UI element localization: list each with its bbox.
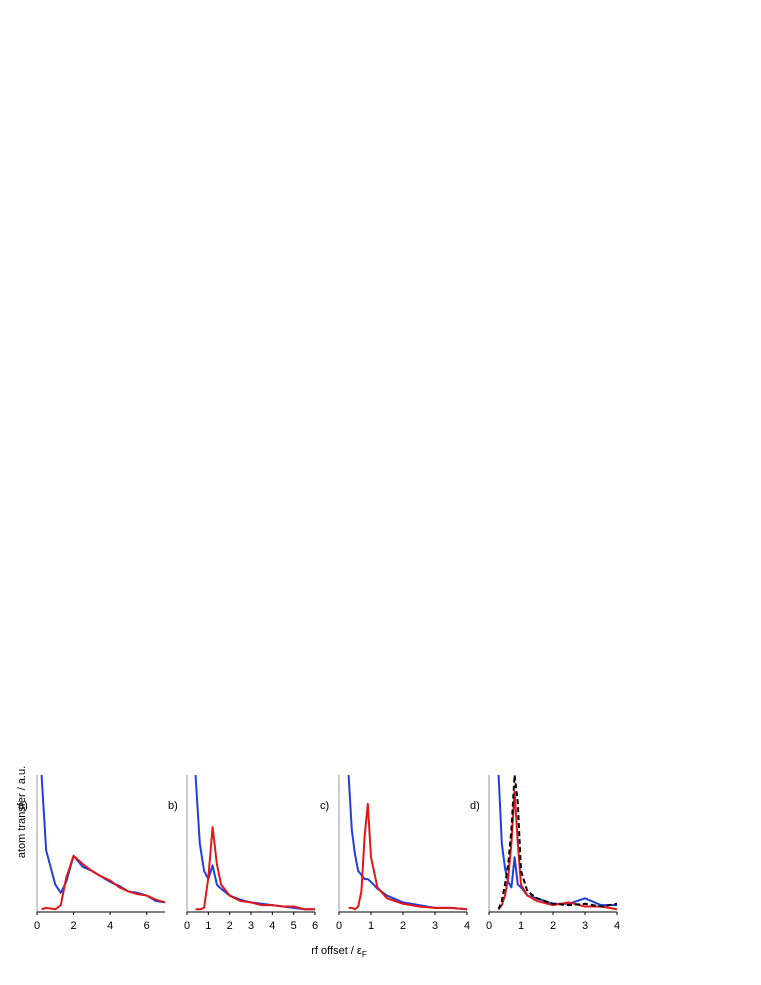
series-line bbox=[41, 854, 166, 911]
x-axis-label: rf offset / εF bbox=[311, 945, 367, 959]
x-tick-label: 1 bbox=[368, 920, 374, 932]
x-tick-label: 4 bbox=[614, 920, 620, 932]
x-label-main: rf offset / ε bbox=[311, 945, 362, 957]
panel-label: a) bbox=[18, 800, 28, 812]
series-line bbox=[497, 774, 618, 910]
x-tick-label: 1 bbox=[205, 920, 211, 932]
x-tick-label: 0 bbox=[184, 920, 190, 932]
x-tick-label: 2 bbox=[227, 920, 233, 932]
x-tick-label: 0 bbox=[486, 920, 492, 932]
y-axis-label: atom transfer / a.u. bbox=[16, 766, 28, 858]
x-tick-label: 1 bbox=[518, 920, 524, 932]
x-tick-label: 0 bbox=[336, 920, 342, 932]
x-tick-label: 0 bbox=[34, 920, 40, 932]
x-tick-label: 6 bbox=[312, 920, 318, 932]
x-tick-label: 3 bbox=[582, 920, 588, 932]
series-line bbox=[497, 790, 618, 911]
panel-label: d) bbox=[470, 800, 480, 812]
series-line bbox=[195, 826, 315, 911]
x-tick-label: 2 bbox=[550, 920, 556, 932]
x-tick-label: 4 bbox=[269, 920, 275, 932]
series-line bbox=[347, 774, 468, 911]
x-tick-label: 3 bbox=[432, 920, 438, 932]
series-line bbox=[40, 774, 166, 904]
panel-label: c) bbox=[320, 800, 329, 812]
series-line bbox=[348, 802, 468, 911]
x-tick-label: 5 bbox=[291, 920, 297, 932]
x-tick-label: 2 bbox=[400, 920, 406, 932]
x-tick-label: 4 bbox=[107, 920, 113, 932]
x-label-sub: F bbox=[362, 950, 367, 959]
x-tick-label: 3 bbox=[248, 920, 254, 932]
x-tick-label: 4 bbox=[464, 920, 470, 932]
x-tick-label: 6 bbox=[144, 920, 150, 932]
series-line bbox=[497, 774, 617, 907]
panel-label: b) bbox=[168, 800, 178, 812]
x-tick-label: 2 bbox=[71, 920, 77, 932]
